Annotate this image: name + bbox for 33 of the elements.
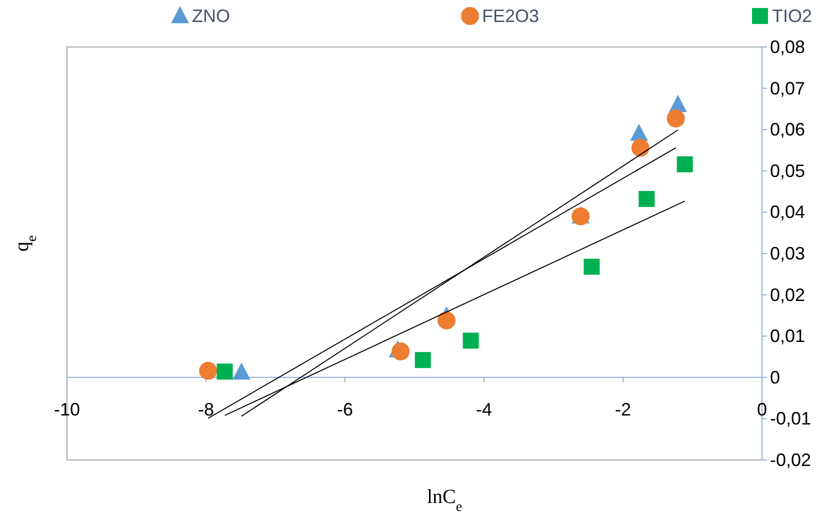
point bbox=[631, 138, 650, 157]
y-tick-label: 0,01 bbox=[770, 326, 806, 346]
y-tick-label: 0,04 bbox=[770, 202, 806, 222]
x-tick-label: 0 bbox=[756, 399, 768, 420]
y-tick-label: 0,03 bbox=[770, 244, 806, 264]
x-axis-title: lnC$_{e}$ bbox=[426, 486, 462, 514]
point bbox=[676, 156, 693, 172]
point bbox=[199, 362, 218, 380]
legend-label: FE2O3 bbox=[482, 6, 540, 26]
point bbox=[232, 362, 250, 380]
y-tick-label: 0,05 bbox=[770, 160, 806, 181]
point bbox=[462, 332, 479, 349]
point bbox=[437, 311, 456, 330]
y-tick-label: -0,01 bbox=[770, 408, 812, 429]
y-tick-label: 0,08 bbox=[770, 37, 806, 57]
y-tick-label: 0,06 bbox=[770, 120, 806, 140]
y-tick-label: 0,02 bbox=[770, 284, 806, 305]
legend-label: ZNO bbox=[192, 6, 230, 26]
point bbox=[392, 342, 410, 360]
point bbox=[216, 364, 233, 380]
x-tick-label: -2 bbox=[614, 399, 632, 420]
point bbox=[584, 258, 600, 275]
x-tick-label: -6 bbox=[336, 399, 354, 420]
point bbox=[666, 109, 685, 128]
x-tick-label: -10 bbox=[54, 399, 80, 420]
x-tick-label: -4 bbox=[476, 399, 492, 420]
legend-label: TIO2 bbox=[772, 6, 812, 26]
x-tick-label: -8 bbox=[198, 399, 214, 420]
y-tick-label: 0 bbox=[770, 367, 780, 388]
y-tick-label: -0,02 bbox=[770, 450, 812, 470]
point bbox=[414, 352, 431, 368]
point bbox=[638, 190, 655, 207]
y-tick-label: 0,07 bbox=[770, 78, 806, 98]
